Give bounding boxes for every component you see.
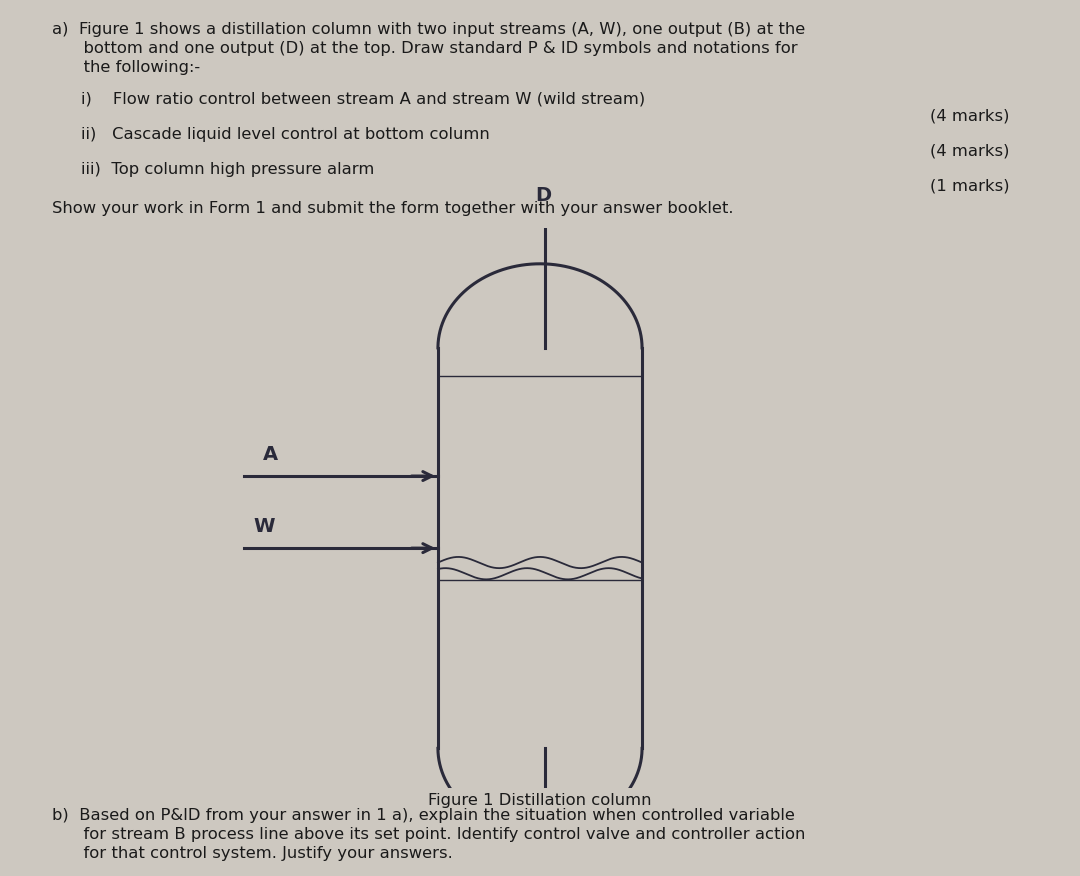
Text: bottom and one output (D) at the top. Draw standard P & ID symbols and notations: bottom and one output (D) at the top. Dr…: [52, 41, 797, 56]
Text: the following:-: the following:-: [52, 60, 200, 75]
Text: i)    Flow ratio control between stream A and stream W (wild stream): i) Flow ratio control between stream A a…: [81, 92, 645, 107]
Text: b)  Based on P&ID from your answer in 1 a), explain the situation when controlle: b) Based on P&ID from your answer in 1 a…: [52, 808, 795, 823]
Text: Show your work in Form 1 and submit the form together with your answer booklet.: Show your work in Form 1 and submit the …: [52, 201, 733, 216]
Text: (4 marks): (4 marks): [930, 144, 1010, 159]
Text: A: A: [264, 445, 279, 464]
Text: (1 marks): (1 marks): [930, 179, 1010, 194]
Text: Figure 1 Distillation column: Figure 1 Distillation column: [429, 793, 651, 808]
Text: iii)  Top column high pressure alarm: iii) Top column high pressure alarm: [81, 162, 375, 177]
Text: for that control system. Justify your answers.: for that control system. Justify your an…: [52, 846, 453, 861]
Text: for stream B process line above its set point. Identify control valve and contro: for stream B process line above its set …: [52, 827, 806, 842]
Text: ii)   Cascade liquid level control at bottom column: ii) Cascade liquid level control at bott…: [81, 127, 489, 142]
Text: a)  Figure 1 shows a distillation column with two input streams (A, W), one outp: a) Figure 1 shows a distillation column …: [52, 22, 805, 37]
Text: (4 marks): (4 marks): [930, 109, 1010, 124]
Text: W: W: [253, 517, 274, 536]
Text: D: D: [535, 187, 551, 205]
